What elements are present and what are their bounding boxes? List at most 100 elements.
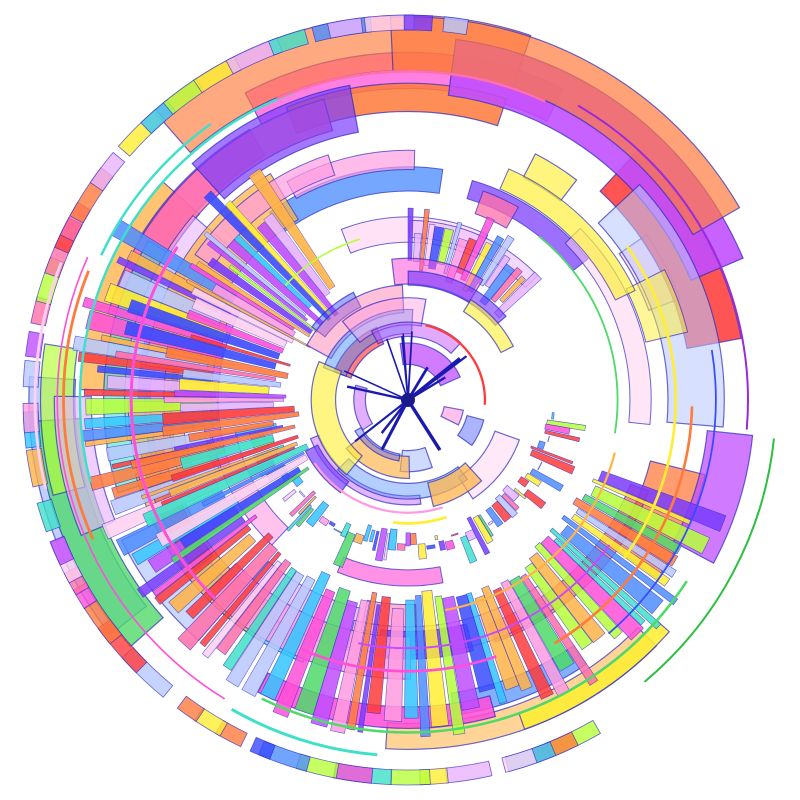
arc-segment-91 bbox=[499, 168, 636, 301]
arc-segment-47 bbox=[49, 535, 75, 566]
arc-segment-211 bbox=[374, 527, 388, 562]
arc-segment-273 bbox=[162, 405, 295, 426]
arc-segment-178 bbox=[544, 429, 581, 443]
arc-segment-286 bbox=[190, 286, 294, 344]
arc-segment-70 bbox=[403, 14, 434, 32]
arc-segment-107 bbox=[561, 514, 679, 606]
arc-segment-135 bbox=[272, 588, 336, 718]
arc-segment-270 bbox=[173, 424, 284, 451]
arc-segment-306 bbox=[353, 384, 374, 431]
arc-segment-105 bbox=[575, 508, 677, 578]
arc-segment-198 bbox=[464, 529, 477, 542]
arc-segment-127 bbox=[404, 599, 419, 719]
arc-segment-179 bbox=[547, 435, 550, 443]
arc-line-343 bbox=[553, 406, 694, 645]
arc-segment-177 bbox=[544, 423, 571, 435]
arc-segment-202 bbox=[438, 540, 447, 551]
arc-segment-190 bbox=[501, 492, 520, 512]
arc-segment-274 bbox=[180, 401, 274, 413]
arc-segment-221 bbox=[305, 500, 330, 528]
arc-segment-241 bbox=[407, 207, 414, 261]
arc-segment-29 bbox=[501, 748, 538, 773]
arc-segment-115 bbox=[520, 573, 599, 686]
arc-segment-201 bbox=[444, 539, 456, 551]
arc-segment-279 bbox=[114, 350, 277, 382]
arc-line-328 bbox=[276, 69, 546, 103]
arc-segment-134 bbox=[294, 587, 351, 716]
arc-segment-276 bbox=[174, 390, 287, 399]
arc-segment-260 bbox=[179, 466, 302, 549]
arc-segment-281 bbox=[124, 321, 277, 370]
arc-segment-131 bbox=[346, 591, 378, 731]
arc-segment-294 bbox=[203, 231, 307, 317]
arc-segment-18 bbox=[53, 395, 117, 537]
arc-segment-108 bbox=[560, 524, 664, 615]
arc-segment-71 bbox=[442, 16, 469, 36]
arc-segment-316 bbox=[322, 308, 414, 377]
arc-segment-311 bbox=[399, 342, 461, 387]
arc-segment-77 bbox=[625, 269, 689, 343]
arc-segment-285 bbox=[191, 297, 288, 348]
arc-segment-275 bbox=[163, 396, 285, 403]
arc-segment-122 bbox=[455, 594, 496, 693]
arc-segment-280 bbox=[165, 346, 289, 379]
arc-segment-183 bbox=[537, 461, 543, 471]
arc-segment-300 bbox=[263, 212, 331, 297]
arc-segment-215 bbox=[353, 532, 365, 545]
arc-segment-141 bbox=[201, 560, 282, 659]
arc-segment-66 bbox=[267, 28, 309, 56]
arc-segment-283 bbox=[127, 299, 281, 360]
arc-line-345 bbox=[643, 438, 775, 683]
arc-segment-284 bbox=[186, 309, 285, 354]
arc-segment-269 bbox=[130, 424, 296, 469]
arc-segment-112 bbox=[534, 541, 623, 640]
arc-segment-315 bbox=[354, 426, 401, 462]
arc-segment-121 bbox=[466, 592, 508, 705]
arc-segment-214 bbox=[363, 524, 372, 542]
arc-segment-264 bbox=[160, 446, 296, 506]
arc-segment-126 bbox=[415, 595, 431, 738]
arc-segment-206 bbox=[410, 532, 417, 546]
arc-line-334 bbox=[33, 261, 63, 490]
center-ray-5 bbox=[354, 399, 409, 443]
arc-segment-268 bbox=[179, 434, 275, 470]
arc-segment-129 bbox=[366, 596, 391, 715]
arc-line-326 bbox=[608, 349, 717, 635]
arc-segment-139 bbox=[222, 566, 297, 671]
arc-segment-265 bbox=[168, 441, 299, 498]
arc-segment-210 bbox=[383, 532, 391, 561]
arc-segment-142 bbox=[199, 551, 282, 648]
arc-segment-88 bbox=[474, 190, 520, 229]
arc-segment-188 bbox=[513, 487, 527, 500]
arc-segment-119 bbox=[481, 585, 533, 692]
arc-segment-186 bbox=[517, 476, 530, 488]
arc-segment-200 bbox=[450, 532, 459, 537]
arc-segment-301 bbox=[248, 168, 336, 291]
arc-segment-290 bbox=[195, 260, 311, 338]
arc-segment-140 bbox=[216, 558, 292, 656]
arc-segment-271 bbox=[188, 420, 275, 442]
arc-segment-175 bbox=[551, 412, 555, 420]
center-ray-2 bbox=[407, 331, 413, 401]
arc-segment-208 bbox=[396, 543, 406, 551]
center-ray-13 bbox=[407, 355, 468, 401]
arc-segment-144 bbox=[185, 532, 274, 620]
arc-segment-191 bbox=[494, 494, 518, 519]
arc-segment-226 bbox=[298, 490, 306, 498]
arc-segment-120 bbox=[474, 595, 520, 691]
arc-line-325 bbox=[622, 245, 678, 560]
arc-segment-104 bbox=[572, 497, 679, 567]
arc-segment-257 bbox=[499, 275, 526, 304]
arc-segment-207 bbox=[405, 532, 411, 547]
arc-segment-34 bbox=[333, 762, 374, 784]
arc-segment-189 bbox=[502, 484, 520, 502]
arc-segment-256 bbox=[490, 266, 523, 303]
arc-segment-321 bbox=[427, 462, 483, 508]
arc-segment-218 bbox=[333, 527, 343, 534]
arc-segment-147 bbox=[152, 514, 258, 597]
arc-line-332 bbox=[62, 270, 95, 541]
arc-segment-213 bbox=[368, 529, 376, 543]
arc-segment-209 bbox=[387, 528, 398, 551]
